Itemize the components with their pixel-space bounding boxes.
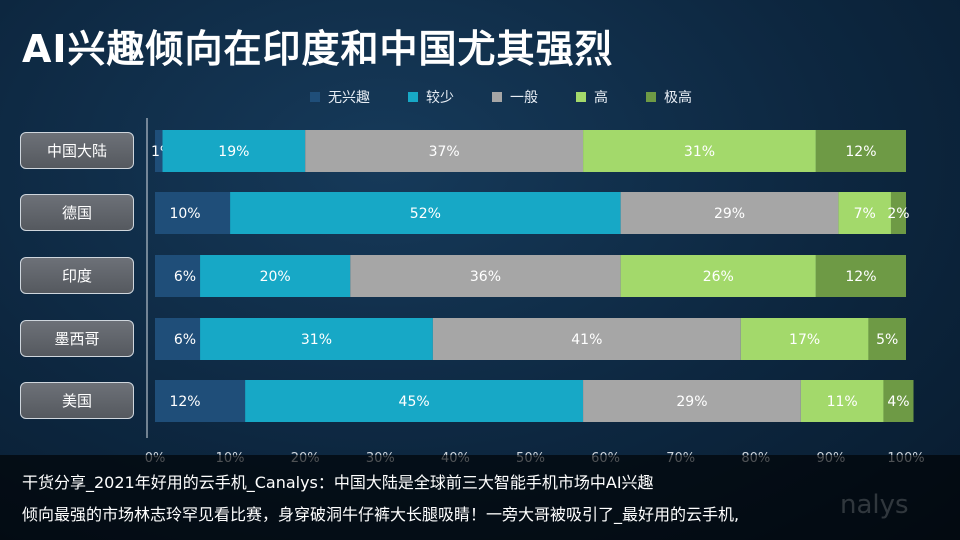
data-label: 7% <box>854 206 876 222</box>
legend-swatch <box>646 92 656 102</box>
legend-swatch <box>310 92 320 102</box>
caption-overlay: 干货分享_2021年好用的云手机_Canalys：中国大陆是全球前三大智能手机市… <box>0 455 960 540</box>
data-label: 19% <box>218 144 249 160</box>
bar-segment <box>868 318 906 360</box>
category-label: 中国大陆 <box>20 132 134 169</box>
legend-label: 较少 <box>426 90 454 106</box>
legend-item-2: 一般 <box>492 87 538 107</box>
data-label: 5% <box>876 332 898 348</box>
bar-segment <box>155 130 163 172</box>
bar-segment <box>890 192 906 234</box>
caption-line-2: 倾向最强的市场林志玲罕见看比赛，身穿破洞牛仔裤大长腿吸睛！一旁大哥被吸引了_最好… <box>22 505 740 524</box>
bar-segment <box>815 130 906 172</box>
data-label: 29% <box>676 394 707 410</box>
legend-item-4: 极高 <box>646 87 692 107</box>
data-label: 20% <box>260 269 291 285</box>
bar-segment <box>230 192 621 234</box>
bar-segment <box>620 255 816 297</box>
bar-segment <box>162 130 306 172</box>
data-label: 41% <box>571 332 602 348</box>
bar-segment <box>620 192 839 234</box>
bar-segment <box>200 255 351 297</box>
legend-swatch <box>492 92 502 102</box>
data-label: 2% <box>887 206 909 222</box>
bar-segment <box>155 380 246 422</box>
bar-segment <box>883 380 914 422</box>
data-label: 11% <box>827 394 858 410</box>
legend-item-1: 较少 <box>408 87 454 107</box>
data-label: 31% <box>301 332 332 348</box>
bar-segment <box>815 255 906 297</box>
legend-label: 一般 <box>510 90 538 106</box>
bar-segment <box>245 380 584 422</box>
category-label: 印度 <box>20 257 134 294</box>
data-label: 45% <box>399 394 430 410</box>
bar-segment <box>155 255 201 297</box>
category-label: 德国 <box>20 194 134 231</box>
data-label: 17% <box>789 332 820 348</box>
data-label: 6% <box>174 269 196 285</box>
watermark: nalys <box>840 490 909 520</box>
category-label: 墨西哥 <box>20 320 134 357</box>
data-label: 12% <box>169 394 200 410</box>
data-label: 12% <box>845 269 876 285</box>
legend-label: 无兴趣 <box>328 90 370 106</box>
data-label: 37% <box>429 144 460 160</box>
data-label: 26% <box>703 269 734 285</box>
legend-swatch <box>408 92 418 102</box>
data-label: 36% <box>470 269 501 285</box>
bar-segment <box>155 192 231 234</box>
data-label: 52% <box>410 206 441 222</box>
bar-segment <box>838 192 891 234</box>
legend-item-0: 无兴趣 <box>310 87 370 107</box>
bar-segment <box>305 130 584 172</box>
data-label: 6% <box>174 332 196 348</box>
data-label: 12% <box>845 144 876 160</box>
legend-label: 极高 <box>664 90 692 106</box>
bar-segment <box>432 318 741 360</box>
bar-segment <box>583 380 801 422</box>
caption-line-1: 干货分享_2021年好用的云手机_Canalys：中国大陆是全球前三大智能手机市… <box>22 473 654 492</box>
bar-segment <box>583 130 816 172</box>
legend: 无兴趣 较少 一般 高 极高 <box>310 87 730 107</box>
legend-item-3: 高 <box>576 87 608 107</box>
bar-segment <box>740 318 869 360</box>
bar-segment <box>350 255 621 297</box>
data-label: 4% <box>887 394 909 410</box>
chart-title: AI兴趣倾向在印度和中国尤其强烈 <box>22 27 614 71</box>
data-label: 31% <box>684 144 715 160</box>
category-label: 美国 <box>20 382 134 419</box>
bar-segment <box>200 318 433 360</box>
legend-swatch <box>576 92 586 102</box>
data-label: 29% <box>714 206 745 222</box>
data-label: 10% <box>169 206 200 222</box>
legend-label: 高 <box>594 90 608 106</box>
bar-segment <box>800 380 884 422</box>
bar-segment <box>155 318 201 360</box>
